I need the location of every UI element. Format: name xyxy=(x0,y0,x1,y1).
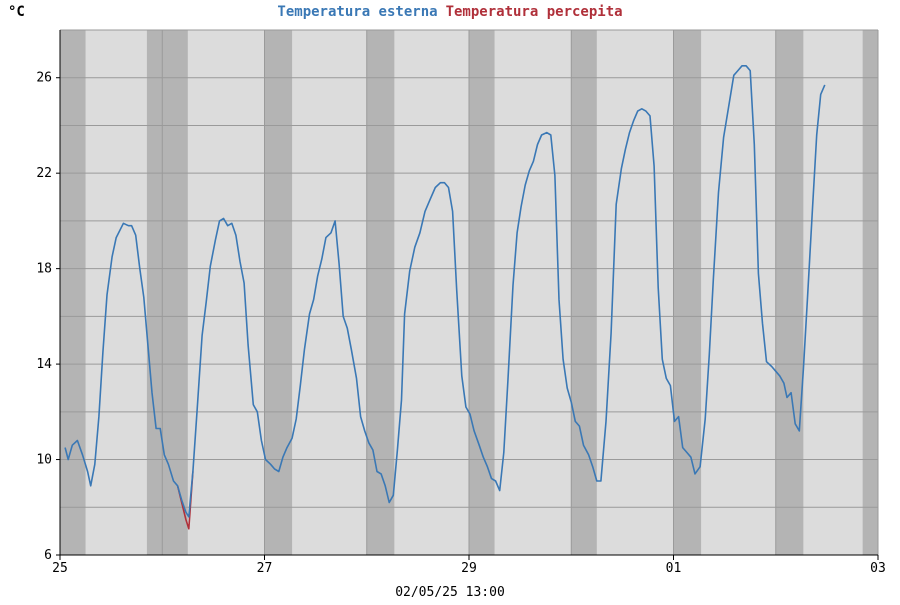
y-tick-label: 10 xyxy=(36,453,52,468)
y-tick-label: 18 xyxy=(36,262,52,277)
series-line-temperatura-esterna xyxy=(64,65,826,518)
x-tick-label: 27 xyxy=(257,561,273,576)
night-band xyxy=(775,30,804,555)
x-tick-label: 03 xyxy=(870,561,886,576)
y-tick-label: 6 xyxy=(44,548,52,563)
y-tick-label: 26 xyxy=(36,71,52,86)
legend-item-temperatura-percepita: Temperatura percepita xyxy=(446,4,623,20)
y-tick-label: 14 xyxy=(36,357,52,372)
night-band xyxy=(571,30,597,555)
legend-item-temperatura-esterna: Temperatura esterna xyxy=(277,4,437,20)
y-unit-label: °C xyxy=(8,4,25,20)
x-tick-label: 25 xyxy=(52,561,68,576)
night-band xyxy=(862,30,878,555)
night-band xyxy=(146,30,188,555)
x-tick-label: 01 xyxy=(666,561,682,576)
night-band xyxy=(469,30,495,555)
night-band xyxy=(366,30,395,555)
timestamp-footer: 02/05/25 13:00 xyxy=(395,585,505,600)
night-band xyxy=(60,30,86,555)
x-tick-label: 29 xyxy=(461,561,477,576)
night-band xyxy=(264,30,293,555)
night-band xyxy=(673,30,702,555)
y-tick-label: 22 xyxy=(36,166,52,181)
